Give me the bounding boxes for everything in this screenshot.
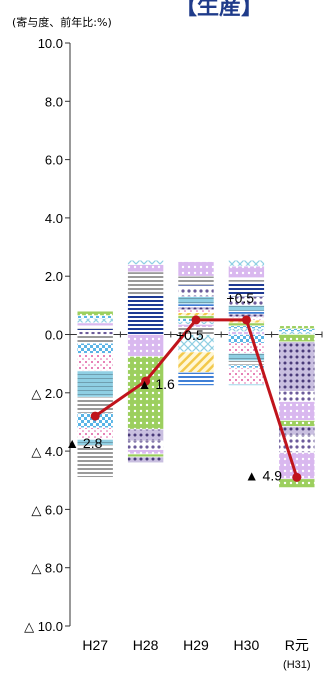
bar-segment [178, 304, 214, 307]
y-tick-label: △ 2.0 [31, 386, 63, 401]
bar-segment [77, 329, 113, 332]
chart-title: 【生産】 [175, 0, 263, 20]
total-point-H27 [91, 412, 100, 421]
bar-segment [228, 311, 264, 314]
bar-segment [77, 318, 113, 322]
bar-stack-R元 [279, 326, 315, 488]
y-tick-label: △ 4.0 [31, 444, 63, 459]
bar-segment [178, 297, 214, 304]
x-tick-label: H30 [234, 637, 260, 653]
bar-stack-H27 [77, 311, 113, 477]
bar-segment [228, 278, 264, 282]
y-axis-unit-label: (寄与度、前年比:%) [12, 15, 112, 29]
bar-segment [77, 332, 113, 335]
bar-segment [178, 288, 214, 297]
bar-segment [77, 335, 113, 344]
bar-segment [128, 295, 164, 334]
bar-segment [228, 266, 264, 278]
data-label-H29: +0.5 [176, 327, 204, 343]
y-tick-label: 8.0 [45, 94, 63, 109]
bar-segment [178, 352, 214, 372]
y-tick-label: 10.0 [38, 36, 63, 51]
bar-segment [77, 397, 113, 413]
bar-segment [77, 323, 113, 326]
bar-segment [279, 420, 315, 426]
bar-segment [77, 326, 113, 329]
bar-segment [128, 265, 164, 272]
bar-segment [128, 454, 164, 457]
y-tick-label: 2.0 [45, 269, 63, 284]
bar-segment [128, 441, 164, 450]
bar-segment [77, 353, 113, 370]
bar-segment [279, 326, 315, 329]
y-tick-label: △ 6.0 [31, 502, 63, 517]
bar-segment [178, 276, 214, 285]
bar-segment [128, 450, 164, 454]
bar-segment [228, 305, 264, 311]
stacked-bars [77, 260, 315, 487]
x-tick-label: R元 [285, 637, 309, 653]
bar-segment [178, 285, 214, 288]
data-label-H30: +0.5 [226, 290, 254, 306]
bar-segment [128, 335, 164, 357]
total-point-R元 [292, 473, 301, 482]
bar-segment [279, 391, 315, 401]
bar-segment [128, 272, 164, 295]
bar-segment [228, 365, 264, 368]
bar-segment [279, 335, 315, 342]
bar-segment [178, 307, 214, 310]
bar-segment [279, 402, 315, 421]
bar-segment [228, 368, 264, 384]
y-tick-labels: 10.0 8.0 6.0 4.0 2.0 0.0 △ 2.0 △ 4.0 △ 6.0 △ 8.0 △… [24, 36, 63, 634]
bar-segment [77, 343, 113, 353]
bar-segment [228, 343, 264, 353]
bar-stack-H28 [128, 260, 164, 463]
x-tick-label: H28 [133, 637, 159, 653]
bar-segment [77, 311, 113, 315]
bar-segment [279, 329, 315, 332]
bar-segment [178, 372, 214, 385]
y-tick-label: 0.0 [45, 328, 63, 343]
data-label-H28: ▲ 1.6 [138, 376, 175, 392]
bar-segment [228, 335, 264, 344]
x-tick-label: H27 [82, 637, 108, 653]
bar-segment [128, 429, 164, 441]
y-tick-label: △ 8.0 [31, 561, 63, 576]
x-tick-labels: H27 H28 H29 H30 R元 (H31) [82, 637, 310, 671]
bar-segment [228, 384, 264, 385]
x-tick-label: H29 [183, 637, 209, 653]
total-point-H30 [242, 315, 251, 324]
bar-segment [228, 332, 264, 335]
bar-segment [279, 342, 315, 392]
bar-segment [178, 310, 214, 313]
y-tick-label: 4.0 [45, 211, 63, 226]
bar-segment [77, 371, 113, 397]
x-tick-sublabel: (H31) [283, 659, 311, 671]
data-label-R元: ▲ 4.9 [245, 467, 282, 483]
bar-segment [228, 326, 264, 329]
bar-segment [178, 313, 214, 316]
bar-segment [77, 316, 113, 319]
bar-segment [228, 260, 264, 266]
bar-segment [279, 332, 315, 335]
bar-segment [228, 329, 264, 332]
bar-segment [128, 457, 164, 463]
bar-segment [128, 260, 164, 264]
bar-segment [178, 262, 214, 277]
y-tick-label: 6.0 [45, 153, 63, 168]
data-label-H27: ▲ 2.8 [65, 435, 102, 451]
total-point-H29 [192, 315, 201, 324]
y-tick-label: △ 10.0 [24, 619, 63, 634]
